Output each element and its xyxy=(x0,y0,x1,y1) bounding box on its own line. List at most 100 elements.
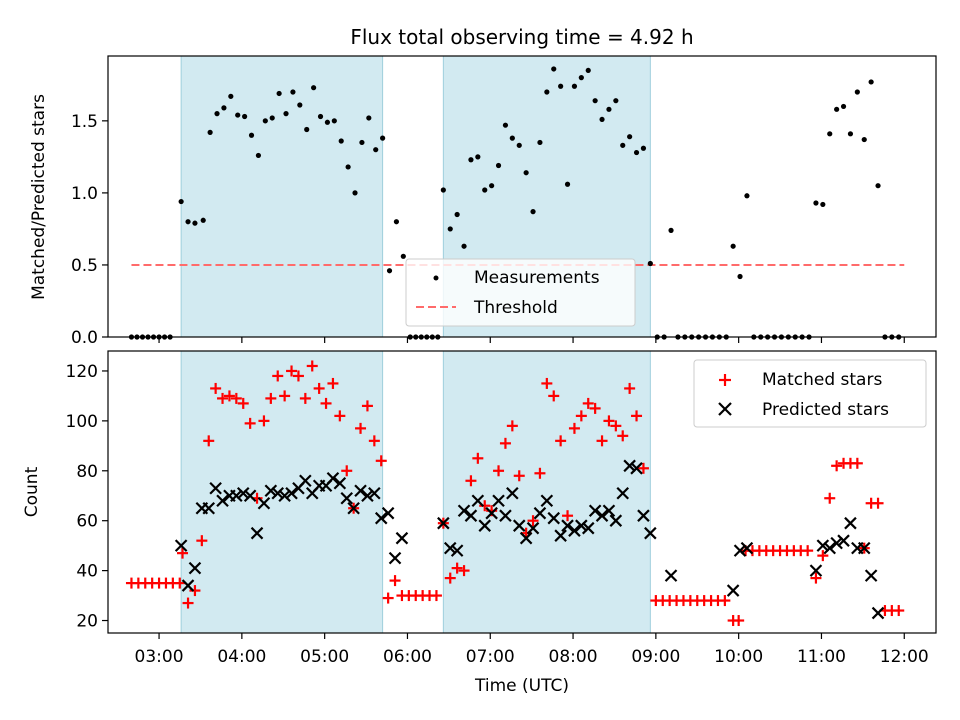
predicted-star-point xyxy=(457,504,471,517)
predicted-star-point xyxy=(533,506,547,520)
measurement-point xyxy=(200,217,206,223)
top-x-ticks xyxy=(158,337,905,343)
y-tick-label: 0.0 xyxy=(71,328,98,348)
matched-star-point xyxy=(541,377,553,389)
matched-star-point xyxy=(306,360,318,372)
predicted-star-point xyxy=(871,606,885,620)
predicted-star-point xyxy=(395,531,409,545)
matched-star-point xyxy=(203,435,215,447)
measurement-point xyxy=(502,122,509,128)
matched-star-point xyxy=(361,400,373,412)
measurement-point xyxy=(640,145,647,151)
measurement-point xyxy=(827,131,833,137)
matched-star-point xyxy=(610,420,622,432)
matched-star-point xyxy=(575,410,587,422)
predicted-star-point xyxy=(595,509,609,522)
measurement-point xyxy=(255,152,262,159)
measurement-point xyxy=(317,113,324,120)
matched-star-point xyxy=(562,510,574,522)
matched-star-point xyxy=(555,435,567,447)
measurement-point xyxy=(311,85,317,91)
predicted-star-point xyxy=(547,511,561,525)
x-tick-label: 08:00 xyxy=(549,647,598,667)
measurement-point xyxy=(468,157,474,163)
measurement-point xyxy=(647,260,653,267)
legend-measurements-marker xyxy=(433,275,439,281)
legend-predicted-label: Predicted stars xyxy=(762,400,889,420)
x-tick-label: 07:00 xyxy=(466,647,515,667)
bottom-y-axis: 20 40 60 80 100 120 xyxy=(66,362,108,632)
measurement-point xyxy=(248,132,255,138)
measurement-point xyxy=(262,118,268,124)
predicted-star-point xyxy=(830,536,843,550)
predicted-star-point xyxy=(561,519,574,532)
matched-star-point xyxy=(719,595,731,607)
measurement-point xyxy=(304,126,310,133)
matched-star-point xyxy=(223,390,235,402)
measurement-point xyxy=(668,227,674,233)
predicted-star-point xyxy=(837,534,850,547)
matched-star-point xyxy=(831,460,843,472)
predicted-star-point xyxy=(361,489,374,503)
predicted-star-point xyxy=(230,489,243,503)
matched-star-point xyxy=(499,437,511,449)
predicted-star-point xyxy=(326,471,340,485)
predicted-star-point xyxy=(381,506,395,520)
predicted-star-point xyxy=(202,501,216,515)
predicted-star-point xyxy=(450,544,464,557)
measurement-point xyxy=(571,83,578,89)
matched-star-point xyxy=(389,575,401,587)
measurement-point xyxy=(737,273,743,280)
predicted-star-point xyxy=(637,509,650,522)
predicted-star-point xyxy=(181,579,195,592)
top-legend-box xyxy=(405,258,636,327)
y-tick-label: 80 xyxy=(76,462,98,482)
measurement-point xyxy=(393,219,400,225)
predicted-star-point xyxy=(236,486,250,500)
measurement-point xyxy=(730,243,736,249)
matched-star-point xyxy=(444,572,456,584)
matched-star-point xyxy=(375,455,387,467)
predicted-star-point xyxy=(188,561,202,575)
predicted-star-point xyxy=(333,476,347,490)
matched-star-point xyxy=(534,467,546,479)
measurement-point xyxy=(178,198,184,205)
y-tick-label: 0.5 xyxy=(71,256,98,276)
predicted-star-point xyxy=(499,509,512,522)
predicted-star-point xyxy=(526,521,540,535)
matched-star-point xyxy=(493,465,505,477)
matched-star-point xyxy=(451,562,463,574)
bottom-x-axis: 03:00 04:00 05:00 06:00 07:00 08:00 09:00 10:00… xyxy=(135,633,929,667)
measurement-point xyxy=(283,111,289,117)
y-tick-label: 1.5 xyxy=(71,112,98,132)
predicted-star-point xyxy=(616,486,630,500)
predicted-star-point xyxy=(568,524,581,537)
measurement-point xyxy=(868,79,874,85)
top-y-axis-label: Matched/Predicted stars xyxy=(29,94,49,300)
predicted-star-point xyxy=(347,501,360,515)
predicted-star-point xyxy=(506,486,519,500)
predicted-star-point xyxy=(340,491,354,505)
matched-star-point xyxy=(382,592,394,604)
measurement-point xyxy=(606,106,612,112)
x-tick-label: 09:00 xyxy=(631,647,680,667)
matched-star-point xyxy=(430,590,442,602)
predicted-star-point xyxy=(575,519,588,532)
legend-matched-marker xyxy=(719,374,731,386)
predicted-star-point xyxy=(733,544,747,557)
predicted-star-point xyxy=(630,462,643,475)
predicted-star-point xyxy=(437,516,450,530)
predicted-star-point xyxy=(271,486,285,500)
measurement-point xyxy=(400,253,406,259)
matched-star-point xyxy=(637,462,649,474)
predicted-star-point xyxy=(864,569,878,582)
predicted-star-point xyxy=(809,564,823,577)
y-tick-label: 1.0 xyxy=(71,184,98,204)
measurement-point xyxy=(373,147,379,153)
matched-star-point xyxy=(472,452,484,464)
matched-star-point xyxy=(603,415,615,427)
y-tick-label: 40 xyxy=(76,562,98,582)
predicted-star-point xyxy=(554,529,567,542)
matched-star-point xyxy=(217,392,229,404)
